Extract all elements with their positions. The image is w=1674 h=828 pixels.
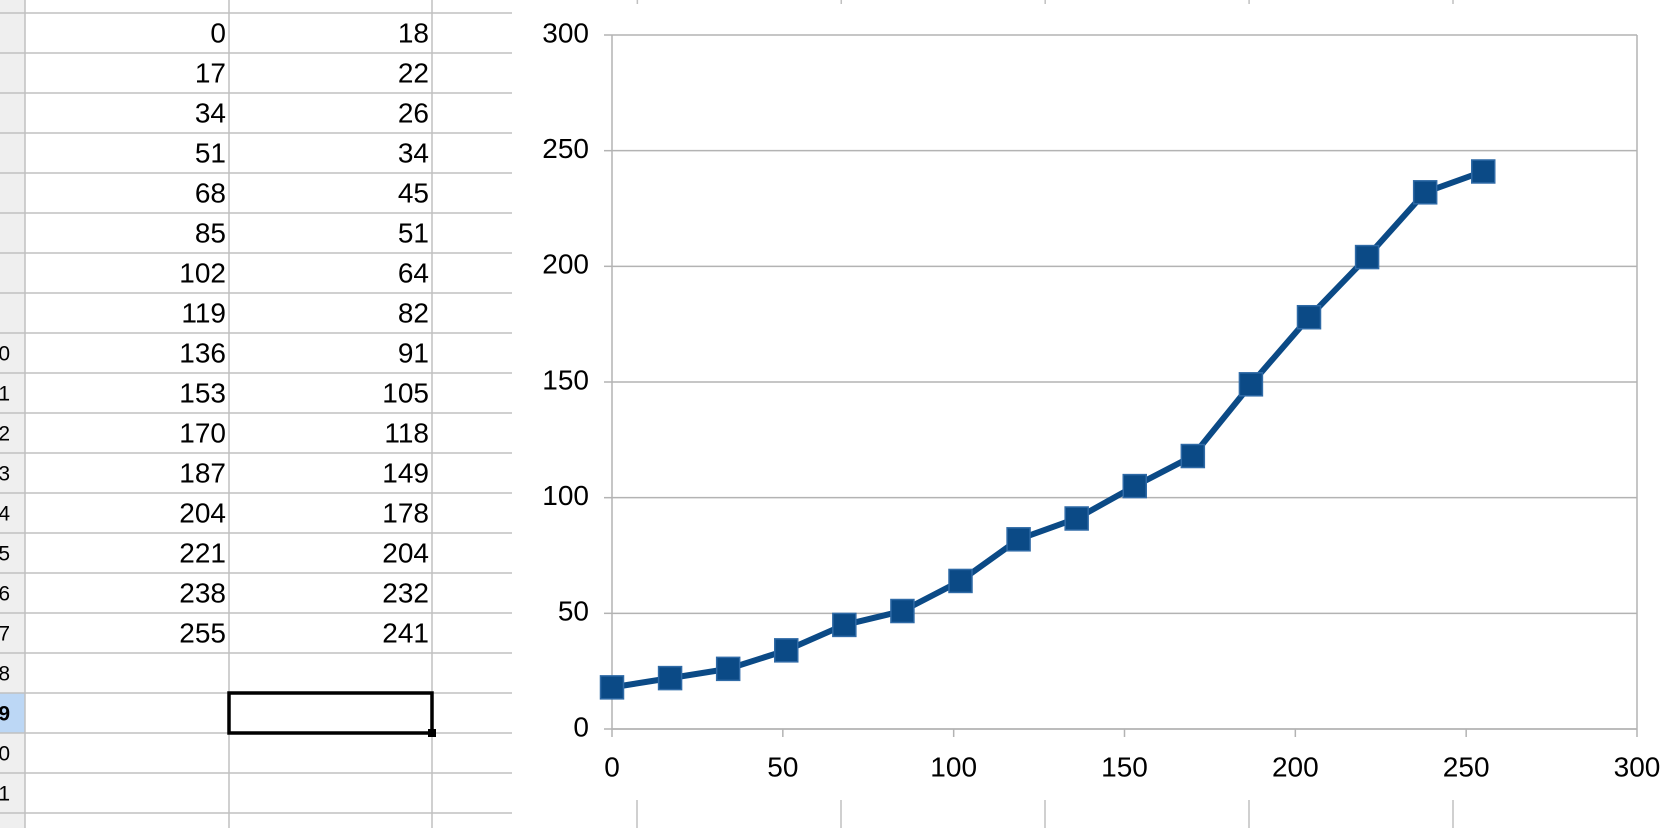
data-point <box>599 675 625 700</box>
row-number: 5 <box>0 543 10 566</box>
data-point <box>1180 443 1206 469</box>
row-number: 0 <box>0 743 10 766</box>
selected-cell[interactable] <box>227 691 434 735</box>
data-point <box>1122 473 1147 499</box>
data-point <box>715 656 741 682</box>
cell-value[interactable]: 51 <box>398 217 429 248</box>
cell-value[interactable]: 232 <box>382 577 429 608</box>
cell-value[interactable]: 34 <box>195 97 226 128</box>
y-tick-label: 300 <box>542 17 589 48</box>
data-point <box>1006 527 1031 552</box>
cell-value[interactable]: 187 <box>179 457 226 488</box>
x-tick-label: 200 <box>1272 751 1319 782</box>
row-number: 1 <box>0 383 10 406</box>
cell-value[interactable]: 45 <box>398 177 429 208</box>
cell-value[interactable]: 136 <box>179 337 226 368</box>
data-point <box>832 612 857 638</box>
cell-value[interactable]: 18 <box>398 17 429 48</box>
cell-value[interactable]: 17 <box>195 57 226 88</box>
x-tick-label: 150 <box>1101 751 1148 782</box>
data-point <box>774 638 799 663</box>
cell-value[interactable]: 153 <box>179 377 226 408</box>
y-tick-label: 250 <box>542 133 589 164</box>
row-number: 0 <box>0 343 10 366</box>
chart: 0 50 100 150 200 250 300 0 50 100 150 200 250 300 <box>542 0 1660 782</box>
data-point <box>657 665 683 691</box>
y-tick-label: 0 <box>573 711 589 742</box>
chart-object <box>512 0 1674 800</box>
cell-value[interactable]: 241 <box>382 617 429 648</box>
y-tick-label: 200 <box>542 249 589 280</box>
cell-value[interactable]: 22 <box>398 57 429 88</box>
row-number: 1 <box>0 783 10 806</box>
cell-value[interactable]: 204 <box>179 497 226 528</box>
data-point <box>1471 159 1496 184</box>
cell-value[interactable]: 0 <box>210 17 226 48</box>
cell-value[interactable]: 82 <box>398 297 429 328</box>
row-number: 3 <box>0 463 10 486</box>
data-point <box>1354 244 1380 270</box>
row-number: 4 <box>0 503 10 526</box>
cell-value[interactable]: 64 <box>398 257 429 288</box>
data-line <box>611 168 1485 691</box>
cell-value[interactable]: 255 <box>179 617 226 648</box>
x-tick-label: 0 <box>604 751 620 782</box>
cell-value[interactable]: 85 <box>195 217 226 248</box>
row-number: 8 <box>0 663 10 686</box>
data-point <box>1238 372 1264 397</box>
cell-value[interactable]: 149 <box>382 457 429 488</box>
data-point <box>890 598 915 624</box>
cell-value[interactable]: 170 <box>179 417 226 448</box>
cell-value[interactable]: 26 <box>398 97 429 128</box>
row-number: 9 <box>0 703 10 726</box>
x-tick-label: 100 <box>930 751 977 782</box>
cell-value[interactable]: 105 <box>382 377 429 408</box>
x-tick-label: 300 <box>1614 751 1661 782</box>
cell-value[interactable]: 91 <box>398 337 429 368</box>
x-tick-label: 50 <box>767 751 798 782</box>
y-tick-label: 100 <box>542 480 589 511</box>
row-header-bg <box>0 0 25 828</box>
data-point <box>1412 180 1438 205</box>
row-number: 6 <box>0 583 10 606</box>
cell-value[interactable]: 178 <box>382 497 429 528</box>
row-number: 7 <box>0 623 10 646</box>
row-header-selected <box>0 693 25 733</box>
data-point <box>948 568 973 594</box>
cell-value[interactable]: 102 <box>179 257 226 288</box>
cell-value[interactable]: 68 <box>195 177 226 208</box>
row-number: 2 <box>0 423 10 446</box>
data-point <box>1296 304 1322 330</box>
y-tick-label: 50 <box>558 596 589 627</box>
cell-value[interactable]: 51 <box>195 137 226 168</box>
cell-value[interactable]: 238 <box>179 577 226 608</box>
y-tick-label: 150 <box>542 364 589 395</box>
cell-value[interactable]: 221 <box>179 537 226 568</box>
data-point <box>1064 506 1089 531</box>
fill-handle[interactable] <box>428 729 436 737</box>
x-tick-label: 250 <box>1443 751 1490 782</box>
cell-value[interactable]: 34 <box>398 137 429 168</box>
cell-value[interactable]: 118 <box>384 417 429 448</box>
cell-value[interactable]: 204 <box>382 537 429 568</box>
cell-value[interactable]: 119 <box>181 297 226 328</box>
